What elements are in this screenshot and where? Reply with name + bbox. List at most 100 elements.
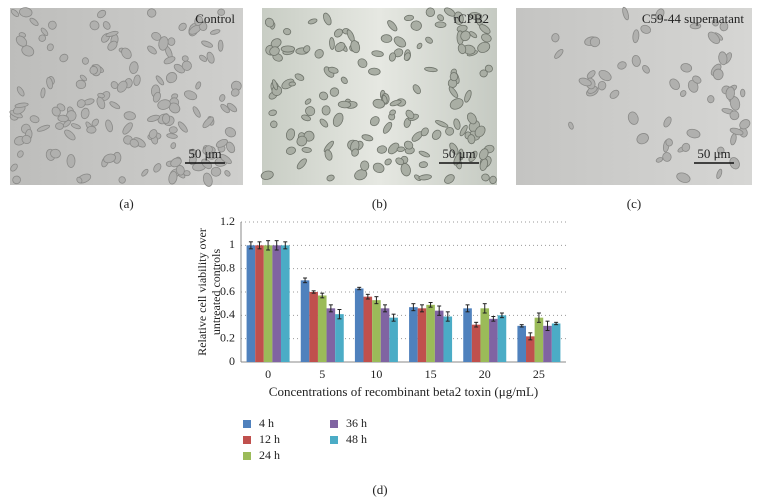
cell (332, 112, 344, 127)
cell (425, 36, 433, 44)
cell (319, 91, 329, 101)
cell (617, 61, 627, 70)
cell (29, 115, 40, 124)
cell (457, 43, 467, 55)
x-tick-label: 5 (319, 367, 325, 381)
bar (380, 308, 390, 362)
cell (219, 94, 226, 102)
cell (389, 109, 396, 116)
x-tick-label: 25 (533, 367, 545, 381)
cell (395, 157, 405, 166)
cell (76, 99, 86, 108)
cell (57, 114, 69, 123)
cell (10, 163, 18, 172)
cell (739, 119, 751, 130)
cell (86, 125, 97, 134)
cell (711, 19, 719, 27)
cell (66, 110, 77, 122)
bar (526, 336, 535, 362)
cell (230, 88, 240, 97)
y-axis-label: untreated controls (209, 249, 223, 336)
cell (192, 106, 201, 118)
cell (459, 124, 468, 137)
cell (269, 46, 280, 56)
legend-label: 36 h (346, 416, 367, 430)
cell (323, 12, 332, 26)
cell (403, 14, 415, 22)
cell (40, 27, 49, 36)
cell (479, 24, 491, 34)
cell (280, 45, 296, 53)
cell (283, 27, 292, 36)
cell (622, 6, 629, 21)
cell (319, 118, 329, 128)
bar (489, 318, 498, 362)
x-tick-label: 20 (479, 367, 491, 381)
cell (389, 99, 402, 107)
cell (681, 142, 691, 152)
cell (464, 89, 472, 103)
cell (467, 134, 476, 145)
cell (183, 90, 198, 101)
cell (177, 121, 188, 133)
bar (255, 245, 264, 362)
legend-swatch (243, 420, 251, 428)
cell (380, 34, 393, 43)
cell (478, 148, 489, 161)
cell (96, 96, 106, 110)
bar (363, 296, 373, 362)
cell (210, 166, 222, 177)
cell (109, 101, 121, 110)
cell (14, 102, 29, 108)
panel-label: (a) (119, 196, 133, 211)
legend-label: 48 h (346, 432, 367, 446)
bar (480, 308, 490, 362)
cell (449, 142, 459, 155)
cell (21, 45, 35, 57)
y-axis-label: Relative cell viability over (195, 228, 209, 356)
cell (224, 170, 231, 177)
cell (481, 33, 492, 43)
cell (288, 81, 296, 87)
cell (627, 111, 639, 125)
cell (371, 50, 384, 57)
cell (350, 40, 361, 54)
cell (163, 56, 176, 65)
cell (444, 7, 456, 17)
cell (12, 175, 21, 185)
cell (202, 116, 214, 129)
cell (712, 68, 724, 81)
cell (10, 9, 20, 17)
cell (105, 30, 119, 37)
cell (148, 129, 158, 139)
cell (410, 20, 422, 31)
cell (307, 18, 318, 25)
cell (477, 41, 491, 53)
cell (206, 51, 215, 64)
cell (303, 45, 311, 53)
cell (368, 67, 381, 76)
bar (497, 315, 507, 362)
cell (679, 90, 687, 97)
cell (598, 69, 612, 82)
cell (425, 7, 436, 17)
cell (424, 66, 438, 73)
cell (469, 31, 478, 39)
cell (195, 81, 202, 90)
cell (38, 34, 47, 42)
cell (165, 72, 178, 84)
cell (740, 88, 746, 98)
cell (663, 116, 672, 128)
cell (158, 36, 169, 51)
cell (578, 77, 592, 87)
bar (300, 280, 310, 362)
cell (296, 158, 307, 170)
cell (632, 29, 640, 44)
cell (655, 157, 664, 163)
cell (121, 47, 132, 60)
cell (225, 141, 236, 154)
cell (453, 118, 461, 130)
cell (453, 11, 464, 25)
cell (642, 65, 650, 74)
